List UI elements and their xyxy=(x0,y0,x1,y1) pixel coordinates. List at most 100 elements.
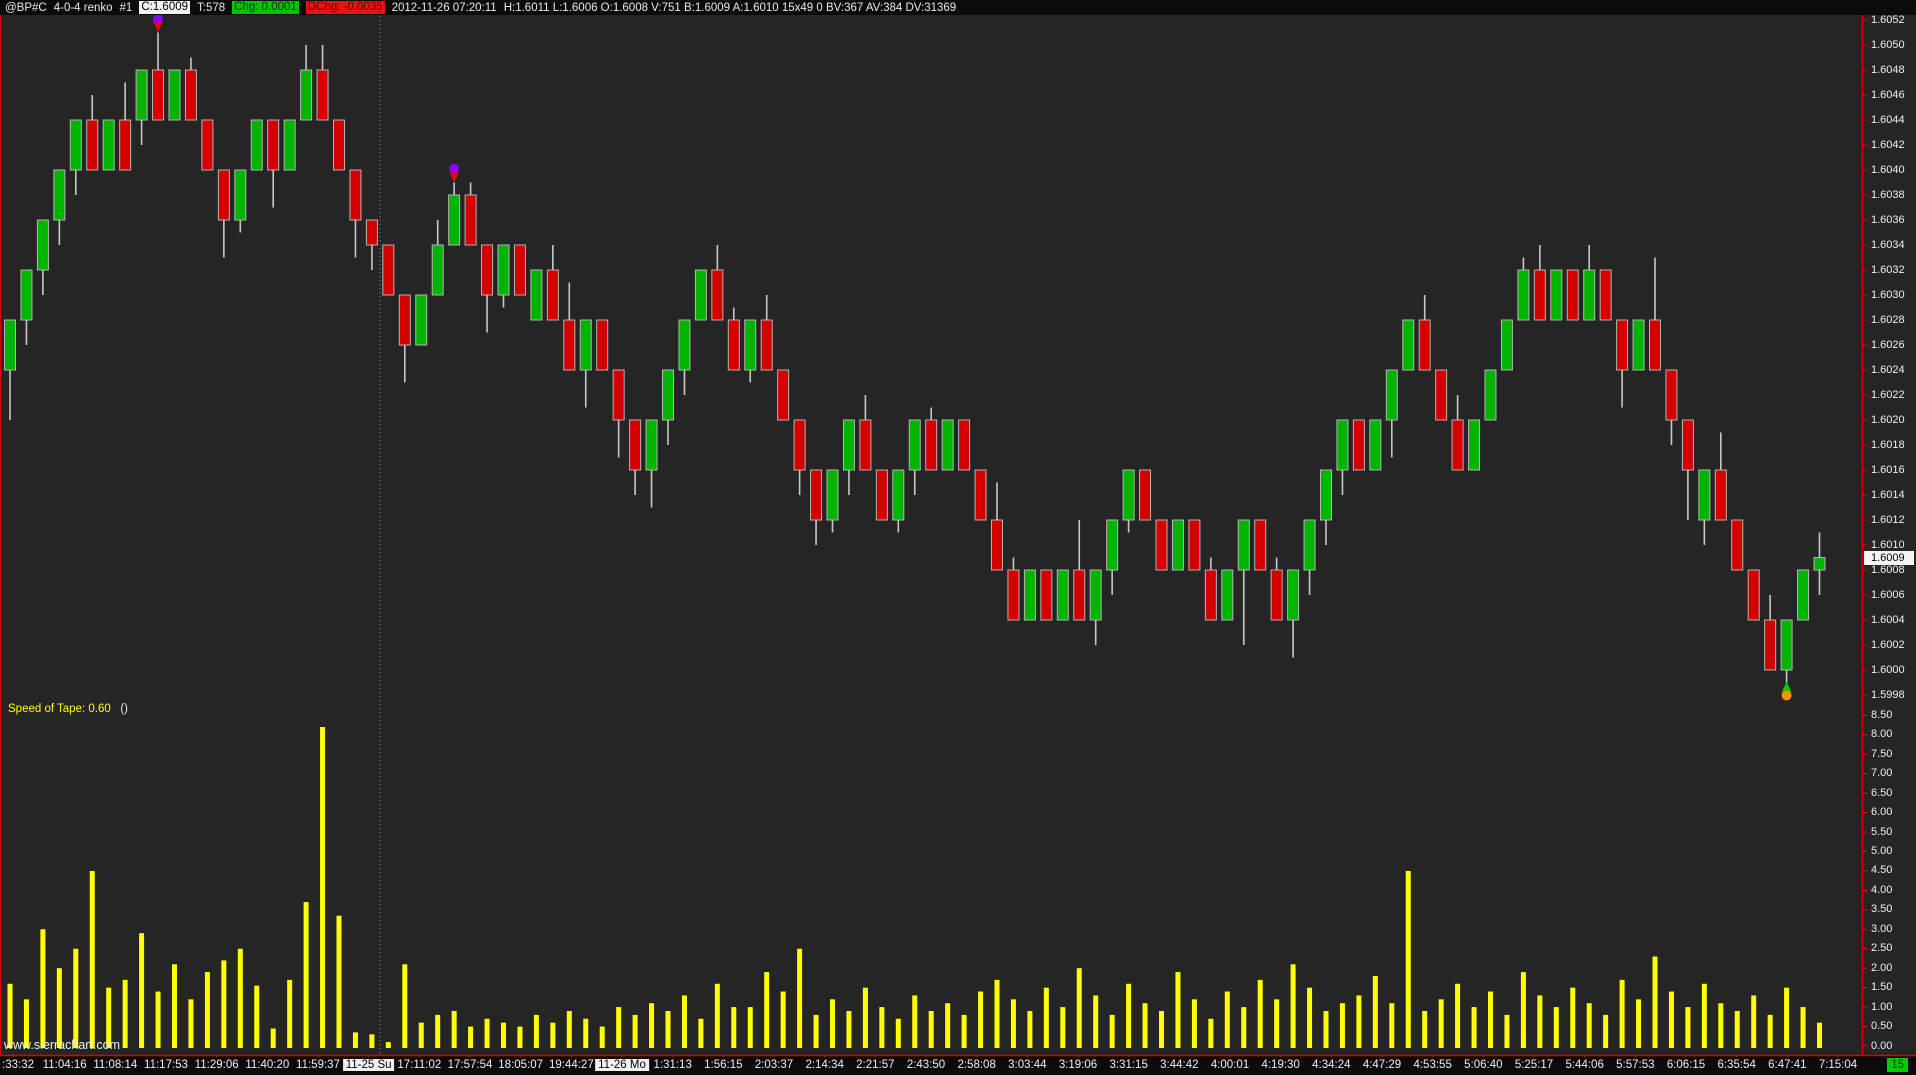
candle-up[interactable] xyxy=(448,194,461,246)
candle-up[interactable] xyxy=(1320,469,1332,521)
candle-up[interactable] xyxy=(1122,469,1135,521)
candle-down[interactable] xyxy=(793,419,806,471)
candle-up[interactable] xyxy=(431,244,444,296)
candle-down[interactable] xyxy=(777,369,790,421)
candle-down[interactable] xyxy=(727,319,740,371)
candle-up[interactable] xyxy=(826,469,839,521)
candle-down[interactable] xyxy=(859,419,872,471)
candle-up[interactable] xyxy=(744,319,757,371)
candle-down[interactable] xyxy=(382,244,395,296)
candle-down[interactable] xyxy=(267,119,280,171)
candle-up[interactable] xyxy=(1402,319,1415,371)
candle-up[interactable] xyxy=(1468,419,1481,471)
candle-down[interactable] xyxy=(1188,519,1201,571)
candle-up[interactable] xyxy=(234,169,247,221)
candle-down[interactable] xyxy=(333,119,345,171)
candle-up[interactable] xyxy=(1106,519,1119,571)
time-axis[interactable]: 15 :33:32 11:04:16 11:08:14 11:17:53 11:29:0… xyxy=(0,1057,1916,1075)
candle-down[interactable] xyxy=(201,119,214,171)
candle-down[interactable] xyxy=(316,69,329,121)
candle-up[interactable] xyxy=(892,469,905,521)
candle-down[interactable] xyxy=(1747,569,1760,621)
candle-down[interactable] xyxy=(629,419,642,471)
candle-up[interactable] xyxy=(1023,569,1036,621)
candle-down[interactable] xyxy=(349,169,362,221)
candle-down[interactable] xyxy=(925,419,938,471)
candle-up[interactable] xyxy=(4,319,16,371)
candle-down[interactable] xyxy=(596,319,609,371)
candle-down[interactable] xyxy=(1681,419,1694,471)
candle-down[interactable] xyxy=(1616,319,1629,371)
candle-down[interactable] xyxy=(711,269,724,321)
candle-up[interactable] xyxy=(1780,619,1793,671)
candle-up[interactable] xyxy=(300,69,313,121)
candle-up[interactable] xyxy=(678,319,691,371)
candle-down[interactable] xyxy=(1352,419,1365,471)
candle-up[interactable] xyxy=(135,69,148,121)
candle-up[interactable] xyxy=(842,419,855,471)
candle-up[interactable] xyxy=(1056,569,1069,621)
candle-up[interactable] xyxy=(645,419,658,471)
candle-up[interactable] xyxy=(1171,519,1184,571)
candle-down[interactable] xyxy=(974,469,987,521)
candle-down[interactable] xyxy=(464,194,477,246)
candle-down[interactable] xyxy=(152,69,165,121)
candle-up[interactable] xyxy=(662,369,674,421)
candle-down[interactable] xyxy=(760,319,773,371)
candle-up[interactable] xyxy=(283,119,296,171)
candle-down[interactable] xyxy=(86,119,99,171)
candle-down[interactable] xyxy=(1451,419,1464,471)
candle-up[interactable] xyxy=(908,419,921,471)
candle-down[interactable] xyxy=(1040,569,1053,621)
candle-down[interactable] xyxy=(1665,369,1678,421)
candle-down[interactable] xyxy=(481,244,494,296)
candle-up[interactable] xyxy=(53,169,66,221)
chart-canvas-background[interactable] xyxy=(0,15,1916,1056)
candle-up[interactable] xyxy=(1632,319,1645,371)
candle-down[interactable] xyxy=(875,469,888,521)
candle-up[interactable] xyxy=(1698,469,1711,521)
candle-down[interactable] xyxy=(1007,569,1020,621)
candle-up[interactable] xyxy=(579,319,592,371)
candle-up[interactable] xyxy=(1237,519,1250,571)
candle-up[interactable] xyxy=(415,294,428,346)
candle-down[interactable] xyxy=(513,244,526,296)
candle-up[interactable] xyxy=(497,244,510,296)
candle-up[interactable] xyxy=(20,269,33,321)
candle-up[interactable] xyxy=(1385,369,1398,421)
price-axis[interactable]: 1.6009 1.6052 1.6050 1.6048 1.6046 1.6044 1.6… xyxy=(1862,14,1916,1056)
candle-up[interactable] xyxy=(36,219,49,271)
candle-down[interactable] xyxy=(1073,569,1086,621)
candle-down[interactable] xyxy=(546,269,559,321)
candle-down[interactable] xyxy=(1418,319,1431,371)
candle-down[interactable] xyxy=(1254,519,1267,571)
candle-up[interactable] xyxy=(1813,557,1826,571)
candle-down[interactable] xyxy=(365,219,378,246)
candle-down[interactable] xyxy=(1204,569,1217,621)
candle-down[interactable] xyxy=(119,119,132,171)
candle-down[interactable] xyxy=(563,319,576,371)
candle-up[interactable] xyxy=(1517,269,1530,321)
candle-up[interactable] xyxy=(1336,419,1349,471)
candle-up[interactable] xyxy=(250,119,263,171)
candle-up[interactable] xyxy=(1089,569,1102,621)
candle-up[interactable] xyxy=(1583,269,1596,321)
candle-up[interactable] xyxy=(1797,569,1810,621)
candle-up[interactable] xyxy=(1550,269,1563,321)
candle-down[interactable] xyxy=(1435,369,1448,421)
candle-down[interactable] xyxy=(958,419,971,471)
candle-down[interactable] xyxy=(1155,519,1168,571)
candle-up[interactable] xyxy=(69,119,82,171)
candle-down[interactable] xyxy=(1599,269,1612,321)
candle-up[interactable] xyxy=(1221,569,1234,621)
candle-down[interactable] xyxy=(217,169,230,221)
candle-up[interactable] xyxy=(1500,319,1513,371)
candle-down[interactable] xyxy=(1566,269,1579,321)
candle-down[interactable] xyxy=(1731,519,1744,571)
candle-down[interactable] xyxy=(1714,469,1727,521)
candle-down[interactable] xyxy=(184,69,197,121)
candle-up[interactable] xyxy=(102,119,115,171)
candle-up[interactable] xyxy=(168,69,181,121)
candle-down[interactable] xyxy=(810,469,823,521)
